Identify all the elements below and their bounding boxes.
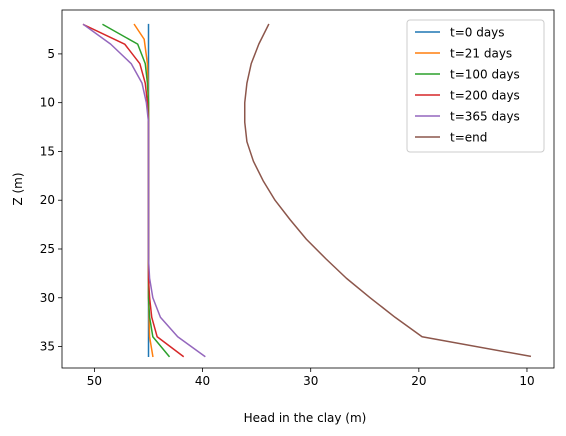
x-axis-label: Head in the clay (m) — [244, 411, 367, 425]
y-tick-label-6: 35 — [40, 340, 55, 354]
legend-label-2: t=100 days — [450, 68, 520, 82]
legend-box — [406, 19, 545, 153]
series-line-4 — [82, 23, 206, 358]
x-tick-label-2: 30 — [303, 374, 318, 388]
series-layer — [82, 23, 532, 358]
y-tick-label-1: 10 — [40, 96, 55, 110]
legend: t=0 days t=21 days t=100 days t=200 days t=3… — [406, 19, 545, 153]
plot-frame — [61, 9, 555, 369]
legend-label-0: t=0 days — [450, 26, 505, 40]
legend-label-5: t=end — [450, 131, 487, 145]
x-tick-label-3: 20 — [411, 374, 426, 388]
y-tick-label-3: 20 — [40, 193, 55, 207]
y-tick-label-0: 5 — [47, 47, 55, 61]
series-line-5 — [243, 23, 532, 358]
y-tick-label-4: 25 — [40, 242, 55, 256]
y-tick-label-5: 30 — [40, 291, 55, 305]
legend-label-3: t=200 days — [450, 89, 520, 103]
y-axis-label: Z (m) — [11, 172, 25, 205]
x-tick-label-1: 40 — [195, 374, 210, 388]
x-tick-label-0: 50 — [87, 374, 102, 388]
x-tick-label-4: 10 — [519, 374, 534, 388]
y-axis-ticks: 5 10 15 20 25 30 35 — [40, 47, 62, 354]
x-axis-ticks: 50 40 30 20 10 — [87, 368, 535, 388]
legend-label-1: t=21 days — [450, 47, 512, 61]
legend-label-4: t=365 days — [450, 110, 520, 124]
y-tick-label-2: 15 — [40, 144, 55, 158]
